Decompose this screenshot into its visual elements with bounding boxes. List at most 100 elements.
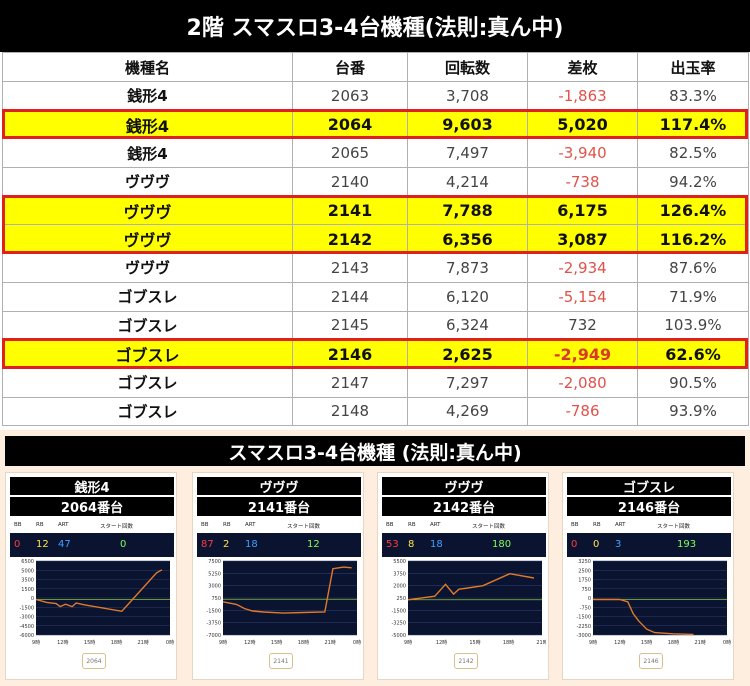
cell-spins: 7,788 [407,195,528,226]
cell-num: 2063 [292,81,408,111]
y-tick-label: -7000 [206,633,221,639]
cell-name: ゴブスレ [2,339,293,369]
x-tick-label: 21時 [536,640,546,646]
stat-value-art: 47 [58,539,71,550]
machine-name: ゴブスレ [567,477,731,496]
cell-diff: -1,863 [527,81,638,111]
y-tick-label: 3750 [393,571,406,577]
stat-value-bb: 0 [571,539,578,550]
unit-button[interactable]: 2146 [639,653,663,669]
unit-button[interactable]: 2064 [82,653,106,669]
cell-num: 2064 [292,109,408,140]
unit-button[interactable]: 2142 [454,653,478,669]
stat-header-label: スタート回数 [657,524,691,530]
y-tick-label: -5000 [391,633,406,639]
unit-number: 2141番台 [197,497,361,516]
stat-header-label: RB [408,522,416,528]
stat-value-art: 3 [615,539,622,550]
table-row: 銭形4 2064 9,603 5,020 117.4% [2,109,749,140]
table-row: ヴヴヴ 2140 4,214 -738 94.2% [2,167,749,197]
stat-value-art: 18 [430,539,443,550]
slump-line [35,569,163,613]
x-tick-label: 21時 [138,640,149,646]
machine-card: ヴヴヴ 2142番台 BB RB ART スタート回数 53 8 18 180 5500 3750 20… [377,472,549,680]
machine-card: ヴヴヴ 2141番台 BB RB ART スタート回数 87 2 18 12 7500 5250 300… [192,472,364,680]
cell-diff: -2,934 [527,253,638,283]
cell-rate: 82.5% [637,138,749,169]
stats-values: 0 0 3 193 [567,533,731,557]
y-tick-label: 750 [211,596,221,602]
cell-num: 2065 [292,138,408,169]
cell-num: 2146 [292,339,408,369]
slump-line [222,566,352,614]
cell-num: 2140 [292,167,408,197]
table-row: ゴブスレ 2145 6,324 732 103.9% [2,310,749,341]
stat-header-label: スタート回数 [472,524,506,530]
cell-num: 2141 [292,195,408,226]
cell-spins: 2,625 [407,339,528,369]
y-tick-label: -2250 [576,624,591,630]
table-row: ヴヴヴ 2141 7,788 6,175 126.4% [2,195,749,226]
stat-header-label: BB [14,522,22,528]
y-tick-label: -3750 [206,621,221,627]
x-tick-label: 18時 [668,640,679,646]
unit-button[interactable]: 2141 [269,653,293,669]
y-tick-label: 7500 [208,559,221,565]
cell-num: 2142 [292,224,408,255]
cell-rate: 83.3% [637,81,749,111]
column-header: 機種名 [2,52,293,82]
stat-value-art: 18 [245,539,258,550]
y-tick-label: -4500 [19,624,34,630]
x-tick-label: 0時 [723,640,731,646]
x-tick-label: 15時 [84,640,95,646]
stat-header-label: スタート回数 [287,524,321,530]
stats-values: 87 2 18 12 [197,533,361,557]
table-row: ヴヴヴ 2142 6,356 3,087 116.2% [2,224,749,255]
cell-num: 2148 [292,396,408,427]
y-tick-label: 750 [581,587,591,593]
cell-diff: -5,154 [527,281,638,312]
y-tick-label: 2500 [578,568,591,574]
x-tick-label: 12時 [57,640,68,646]
x-tick-label: 12時 [244,640,255,646]
y-tick-label: -1500 [576,615,591,621]
section-title: スマスロ3-4台機種 (法則:真ん中) [5,436,745,466]
unit-number: 2142番台 [382,497,546,516]
x-tick-label: 12時 [614,640,625,646]
cell-spins: 7,297 [407,367,528,398]
cell-diff: -738 [527,167,638,197]
y-tick-label: 2000 [393,584,406,590]
y-tick-label: 0 [31,596,34,602]
stat-header-label: RB [36,522,44,528]
stat-header-label: RB [223,522,231,528]
cell-name: ヴヴヴ [2,253,293,283]
stats-header: BB RB ART スタート回数 [197,519,361,533]
stat-value-start: 193 [677,539,697,550]
x-tick-label: 15時 [641,640,652,646]
cell-diff: -3,940 [527,138,638,169]
table-header-row: 機種名 台番 回転数 差枚 出玉率 [2,52,749,82]
y-tick-label: 250 [396,596,406,602]
y-tick-label: 3000 [208,584,221,590]
cell-diff: 6,175 [527,195,638,226]
y-tick-label: 1750 [578,578,591,584]
machine-name: 銭形4 [10,477,174,496]
y-tick-label: 0 [588,596,591,602]
stat-header-label: ART [245,522,256,528]
cell-name: ヴヴヴ [2,195,293,226]
table-row: ゴブスレ 2147 7,297 -2,080 90.5% [2,367,749,398]
machine-name: ヴヴヴ [382,477,546,496]
stat-header-label: ART [58,522,69,528]
table-row: 銭形4 2065 7,497 -3,940 82.5% [2,138,749,169]
results-table: 機種名 台番 回転数 差枚 出玉率 銭形4 2063 3,708 -1,863 83.3… [2,52,749,427]
stats-values: 0 12 47 0 [10,533,174,557]
cell-rate: 62.6% [637,339,749,369]
cell-rate: 87.6% [637,253,749,283]
y-tick-label: 5000 [21,568,34,574]
y-tick-label: -3000 [19,615,34,621]
cell-num: 2147 [292,367,408,398]
stat-header-label: ART [615,522,626,528]
column-header: 回転数 [407,52,528,82]
